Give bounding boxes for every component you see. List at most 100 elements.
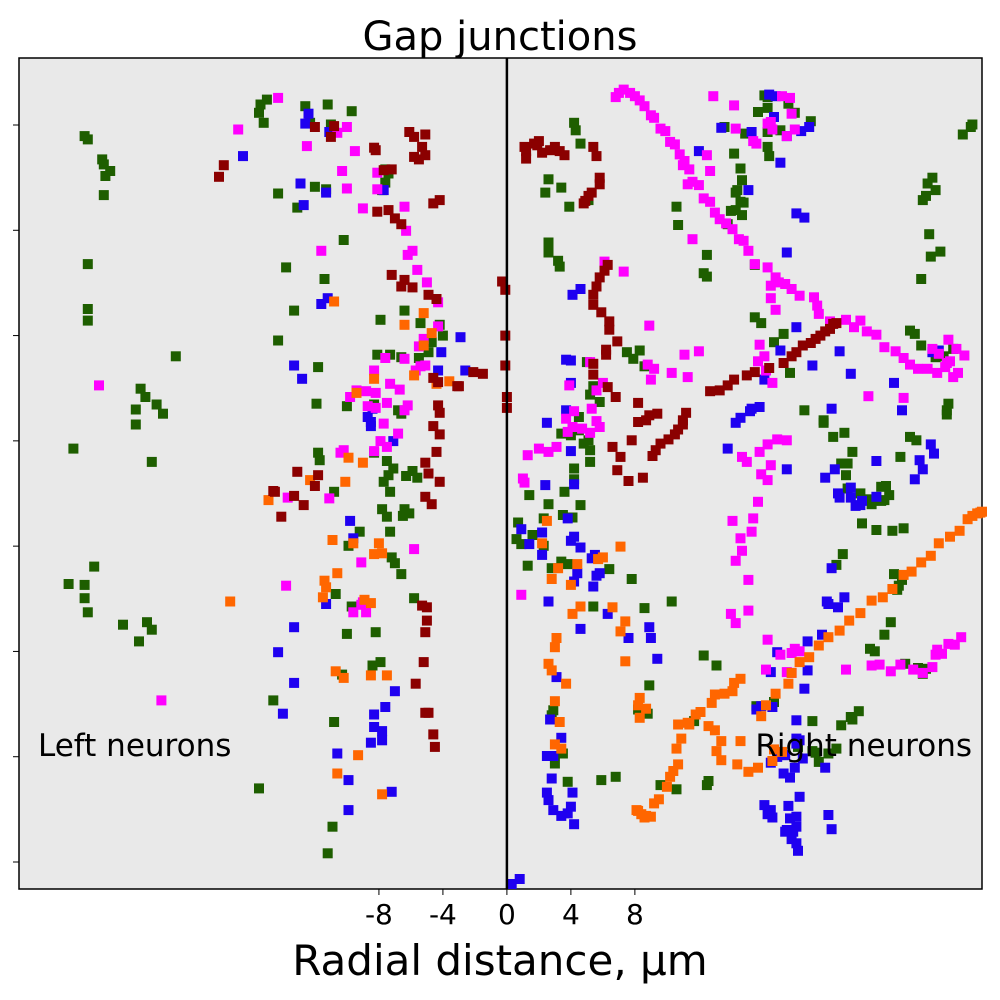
data-point xyxy=(855,488,866,499)
data-point xyxy=(324,493,335,504)
data-point xyxy=(586,403,597,414)
data-point xyxy=(549,758,560,769)
data-point xyxy=(369,446,380,457)
data-point xyxy=(158,408,168,419)
data-point xyxy=(770,91,781,102)
data-point xyxy=(428,421,439,432)
data-point xyxy=(140,392,151,402)
data-point xyxy=(412,472,423,483)
data-point xyxy=(543,596,554,607)
data-point xyxy=(386,786,397,797)
data-point xyxy=(701,150,712,161)
data-point xyxy=(397,510,408,521)
data-point xyxy=(346,106,357,117)
data-point xyxy=(767,124,778,135)
data-point xyxy=(348,538,359,549)
data-point xyxy=(273,188,284,199)
data-point xyxy=(357,457,368,468)
data-point xyxy=(781,131,792,142)
data-point xyxy=(556,556,567,567)
data-point xyxy=(375,314,386,325)
data-point xyxy=(297,373,308,384)
data-point xyxy=(807,360,818,371)
data-point xyxy=(533,443,544,454)
data-point xyxy=(540,480,551,491)
data-point xyxy=(770,304,781,315)
data-point xyxy=(845,492,856,503)
data-point xyxy=(711,660,722,671)
data-point xyxy=(151,399,162,410)
data-point xyxy=(281,262,292,273)
data-point xyxy=(420,129,431,140)
data-point xyxy=(799,212,810,223)
data-point xyxy=(740,128,751,139)
data-point xyxy=(634,345,645,356)
data-point xyxy=(898,569,909,580)
data-point xyxy=(812,300,823,311)
data-point xyxy=(639,101,650,112)
data-point xyxy=(383,205,394,216)
data-point xyxy=(826,824,837,835)
data-point xyxy=(741,456,752,467)
data-point xyxy=(420,491,431,502)
data-point xyxy=(709,207,720,218)
data-point xyxy=(708,91,719,102)
data-point xyxy=(889,377,899,388)
data-point xyxy=(644,410,655,421)
data-point xyxy=(420,457,431,468)
data-point xyxy=(701,780,712,791)
data-point xyxy=(783,98,794,109)
data-point xyxy=(346,601,357,612)
data-point xyxy=(847,714,858,725)
data-point xyxy=(797,340,808,351)
data-point xyxy=(594,568,605,579)
data-point xyxy=(354,526,365,537)
data-point xyxy=(804,122,815,132)
data-point xyxy=(623,476,634,486)
data-point xyxy=(733,234,744,245)
data-point xyxy=(561,678,572,689)
data-point xyxy=(847,446,858,457)
data-point xyxy=(631,805,642,816)
data-point xyxy=(300,101,311,112)
data-point xyxy=(585,445,596,456)
data-point xyxy=(327,535,338,545)
data-point xyxy=(381,670,392,681)
data-point xyxy=(674,149,685,160)
data-point xyxy=(567,787,578,798)
data-point xyxy=(698,650,709,661)
data-point xyxy=(745,406,755,417)
data-point xyxy=(602,608,613,619)
data-point xyxy=(556,810,567,821)
data-point xyxy=(578,198,589,209)
data-point xyxy=(410,678,421,689)
data-point xyxy=(677,160,688,171)
data-point xyxy=(668,766,679,776)
data-point xyxy=(607,441,618,452)
data-point xyxy=(428,729,439,740)
data-point xyxy=(594,422,605,432)
data-point xyxy=(620,656,631,667)
data-point xyxy=(671,784,682,795)
data-point xyxy=(575,138,586,149)
data-point xyxy=(738,197,749,208)
data-point xyxy=(389,558,400,569)
data-point xyxy=(569,406,580,417)
data-point xyxy=(378,185,389,196)
data-point xyxy=(546,665,557,676)
data-point xyxy=(396,569,407,580)
data-point xyxy=(353,750,364,761)
data-point xyxy=(407,466,418,476)
data-point xyxy=(396,281,407,292)
data-point xyxy=(146,624,157,635)
data-point xyxy=(730,205,741,216)
data-point xyxy=(753,762,763,773)
data-point xyxy=(831,318,842,329)
data-point xyxy=(871,456,882,466)
data-point xyxy=(687,176,698,187)
data-point xyxy=(386,269,397,280)
data-point xyxy=(839,592,850,603)
data-point xyxy=(749,367,760,378)
data-point xyxy=(754,402,765,412)
data-point xyxy=(836,458,847,469)
